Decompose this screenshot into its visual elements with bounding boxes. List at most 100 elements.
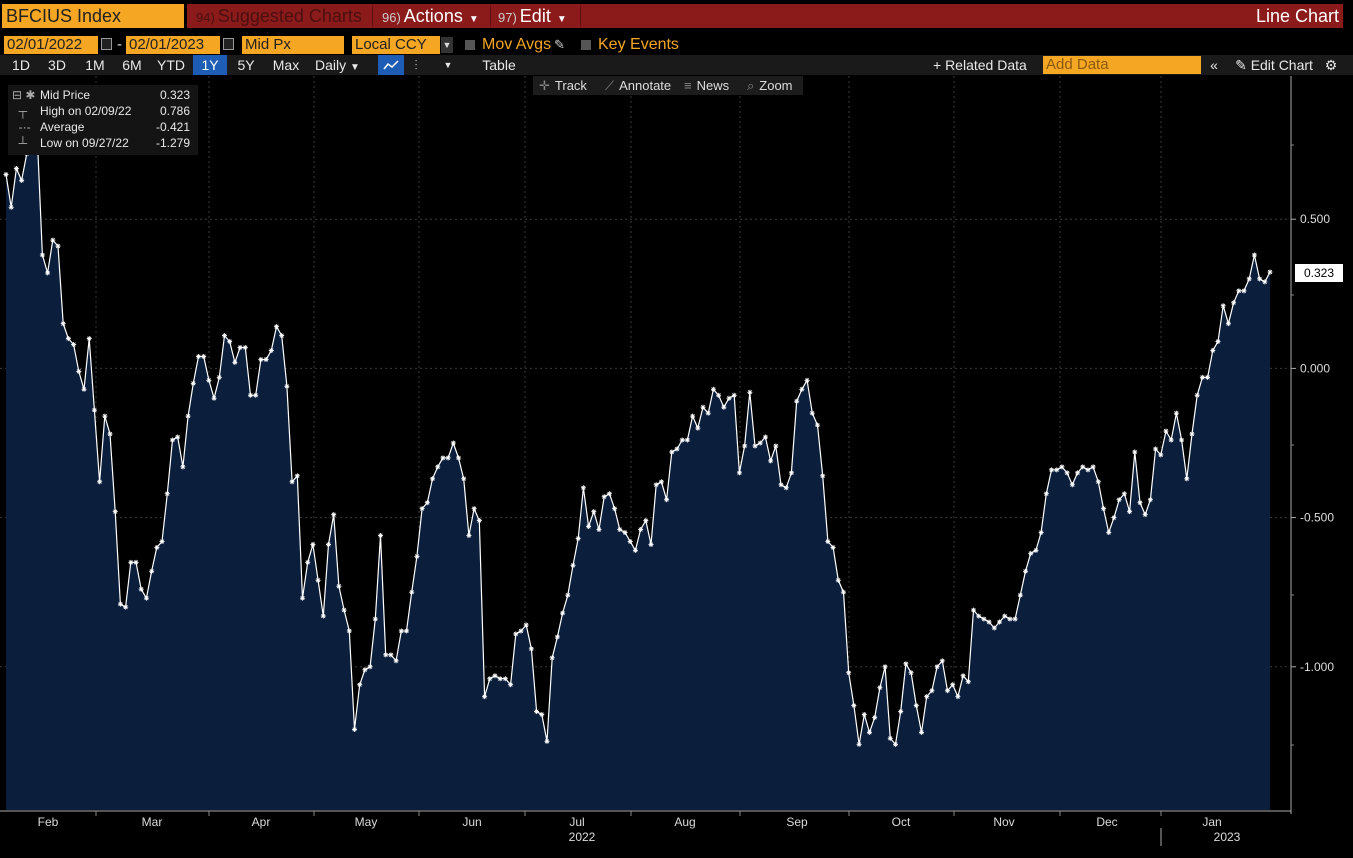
- add-data-input[interactable]: Add Data: [1043, 56, 1201, 74]
- data-point: [1142, 512, 1148, 518]
- range-max-button[interactable]: Max: [272, 57, 300, 73]
- data-point: [1007, 616, 1013, 622]
- legend-average: -·- Average -0.421: [12, 119, 194, 135]
- x-axis: Feb Mar Apr May Jun Jul Aug Sep Oct Nov Dec Jan 2022…: [0, 810, 1291, 846]
- mov-avgs-checkbox[interactable]: [465, 40, 475, 50]
- data-point: [752, 443, 758, 449]
- data-point: [1179, 437, 1185, 443]
- data-point: [1184, 476, 1190, 482]
- legend-value: 0.786: [159, 104, 190, 118]
- zoom-button[interactable]: ⌕ Zoom: [747, 76, 793, 95]
- data-point: [185, 413, 191, 419]
- data-point: [315, 577, 321, 583]
- collapse-icon[interactable]: «: [1210, 57, 1218, 73]
- data-point: [695, 425, 701, 431]
- data-point: [554, 634, 560, 640]
- gear-icon[interactable]: ⚙: [1324, 57, 1338, 73]
- data-point: [1153, 446, 1159, 452]
- start-date-input[interactable]: 02/01/2022: [4, 36, 98, 54]
- data-point: [757, 440, 763, 446]
- x-year-label: 2022: [569, 830, 596, 844]
- data-point: [892, 741, 898, 747]
- y-tick-label: -0.500: [1300, 511, 1334, 525]
- date-range-dash: -: [117, 36, 122, 53]
- data-point: [788, 470, 794, 476]
- edit-button[interactable]: 97) Edit ▼: [492, 4, 578, 28]
- x-tick-label: Mar: [142, 815, 163, 829]
- range-1d-button[interactable]: 1D: [12, 57, 30, 73]
- calendar-icon[interactable]: [223, 38, 234, 50]
- data-point: [175, 434, 181, 440]
- data-point: [1189, 431, 1195, 437]
- data-point: [523, 622, 529, 628]
- legend-low: ┴ Low on 09/27/22 -1.279: [12, 135, 194, 151]
- x-tick-label: Sep: [786, 815, 808, 829]
- x-tick-label: Dec: [1096, 815, 1117, 829]
- data-point: [606, 491, 612, 497]
- data-point: [430, 476, 436, 482]
- range-6m-button[interactable]: 6M: [122, 57, 142, 73]
- chevron-down-icon[interactable]: ▼: [441, 37, 453, 53]
- data-point: [1210, 348, 1216, 354]
- calendar-icon[interactable]: [101, 38, 112, 50]
- asterisk-icon: ⊟ ✱: [12, 88, 36, 102]
- data-point: [528, 646, 534, 652]
- bar-chart-icon[interactable]: ⫶: [414, 57, 418, 73]
- legend-label: Low on 09/27/22: [40, 136, 129, 150]
- data-point: [404, 628, 410, 634]
- data-point: [143, 595, 149, 601]
- currency-select[interactable]: Local CCY: [352, 36, 440, 54]
- data-point: [471, 506, 477, 512]
- data-point: [1262, 279, 1268, 285]
- data-point: [1106, 530, 1112, 536]
- actions-button[interactable]: 96) Actions ▼: [376, 4, 488, 28]
- edit-chart-button[interactable]: ✎ Edit Chart: [1228, 55, 1320, 75]
- edit-chart-label: Edit Chart: [1250, 57, 1313, 73]
- data-point: [232, 359, 238, 365]
- data-point: [1002, 613, 1008, 619]
- data-point: [549, 655, 555, 661]
- range-1m-button[interactable]: 1M: [85, 57, 105, 73]
- data-point: [1168, 437, 1174, 443]
- data-point: [518, 628, 524, 634]
- table-button[interactable]: Table: [482, 57, 516, 73]
- chevron-down-icon[interactable]: ▼: [443, 60, 453, 70]
- suggested-charts-button[interactable]: 94) Suggested Charts: [190, 4, 370, 28]
- track-button[interactable]: ✛ Track: [539, 76, 587, 95]
- pencil-icon[interactable]: ✎: [554, 37, 565, 52]
- ticker-field[interactable]: BFCIUS Index: [2, 4, 184, 28]
- data-point: [502, 676, 508, 682]
- frequency-select[interactable]: Daily ▼: [309, 55, 371, 75]
- range-3d-button[interactable]: 3D: [48, 57, 66, 73]
- key-events-checkbox[interactable]: [581, 40, 591, 50]
- news-button[interactable]: ≡ News: [684, 76, 729, 95]
- x-tick-label: Jun: [462, 815, 481, 829]
- range-1y-button[interactable]: 1Y: [193, 55, 227, 75]
- mov-avgs-label[interactable]: Mov Avgs: [482, 36, 552, 53]
- data-point: [289, 479, 295, 485]
- field-input[interactable]: Mid Px: [242, 36, 344, 54]
- range-5y-button[interactable]: 5Y: [237, 57, 255, 73]
- data-point: [284, 383, 290, 389]
- data-point: [960, 673, 966, 679]
- data-point: [159, 538, 165, 544]
- data-point: [1121, 491, 1127, 497]
- end-date-input[interactable]: 02/01/2023: [126, 36, 220, 54]
- data-point: [1173, 410, 1179, 416]
- related-data-button[interactable]: + Related Data: [933, 57, 1027, 73]
- key-events-label[interactable]: Key Events: [598, 36, 679, 53]
- data-point: [206, 377, 212, 383]
- data-point: [1043, 491, 1049, 497]
- line-chart-icon[interactable]: [378, 55, 404, 75]
- data-point: [383, 652, 389, 658]
- magnifier-icon: ⌕: [747, 78, 755, 93]
- pencil-icon: ✎: [1235, 57, 1247, 73]
- legend-mid-price[interactable]: ⊟ ✱ Mid Price 0.323: [12, 87, 194, 103]
- data-point: [1137, 500, 1143, 506]
- annotate-button[interactable]: ⟋ Annotate: [605, 76, 671, 95]
- range-ytd-button[interactable]: YTD: [157, 57, 185, 73]
- data-point: [221, 333, 227, 339]
- data-point: [1101, 506, 1107, 512]
- data-point: [513, 631, 519, 637]
